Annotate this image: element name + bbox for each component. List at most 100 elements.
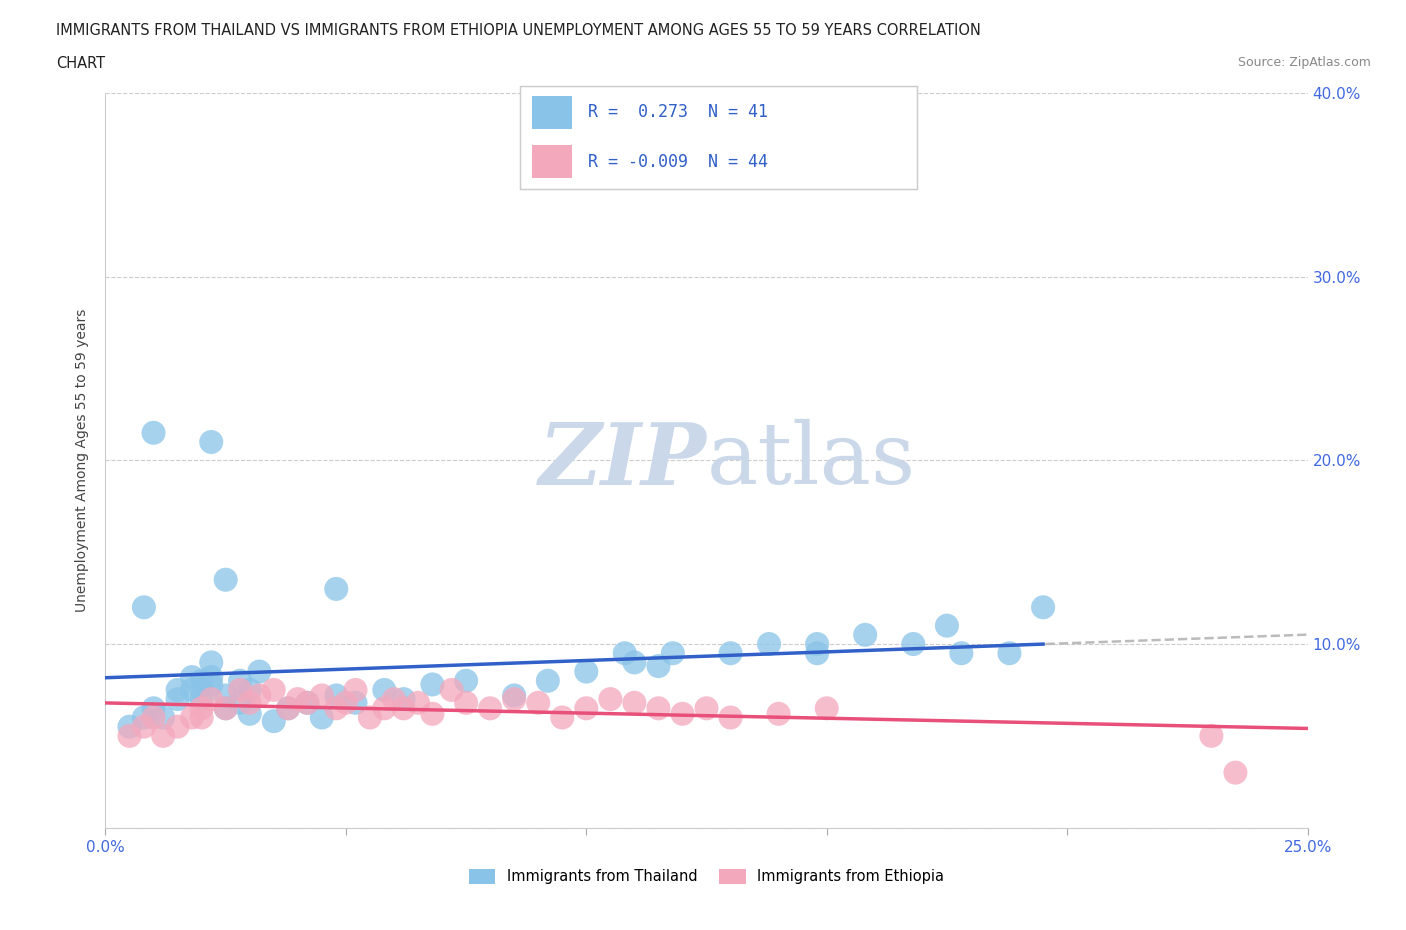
Point bbox=[200, 677, 222, 692]
Point bbox=[200, 670, 222, 684]
Point bbox=[190, 673, 212, 688]
Point bbox=[132, 600, 155, 615]
Point bbox=[229, 673, 252, 688]
Point bbox=[815, 701, 838, 716]
Point bbox=[263, 713, 285, 728]
Point bbox=[190, 701, 212, 716]
Point bbox=[239, 696, 262, 711]
Point bbox=[903, 637, 925, 652]
Point bbox=[325, 688, 347, 703]
Point bbox=[671, 707, 693, 722]
Point bbox=[758, 637, 780, 652]
Point bbox=[853, 628, 876, 643]
Point bbox=[998, 645, 1021, 660]
Point bbox=[479, 701, 502, 716]
Point bbox=[696, 701, 718, 716]
Point bbox=[325, 701, 347, 716]
Legend: Immigrants from Thailand, Immigrants from Ethiopia: Immigrants from Thailand, Immigrants fro… bbox=[463, 863, 950, 890]
Point bbox=[311, 688, 333, 703]
Point bbox=[359, 711, 381, 725]
Point bbox=[181, 670, 204, 684]
Point bbox=[720, 645, 742, 660]
Point bbox=[440, 683, 463, 698]
Point bbox=[152, 711, 174, 725]
Point bbox=[551, 711, 574, 725]
Point bbox=[200, 692, 222, 707]
Point bbox=[806, 645, 828, 660]
Text: ZIP: ZIP bbox=[538, 418, 707, 502]
Point bbox=[247, 664, 270, 679]
Point bbox=[239, 707, 262, 722]
Point bbox=[142, 711, 165, 725]
Point bbox=[247, 688, 270, 703]
Point bbox=[190, 692, 212, 707]
Point bbox=[422, 707, 444, 722]
Text: CHART: CHART bbox=[56, 56, 105, 71]
Point bbox=[936, 618, 959, 633]
Point bbox=[1225, 765, 1247, 780]
Text: atlas: atlas bbox=[707, 418, 915, 502]
Point bbox=[166, 683, 188, 698]
Point bbox=[118, 728, 141, 743]
Point bbox=[277, 701, 299, 716]
Point bbox=[768, 707, 790, 722]
Point bbox=[166, 692, 188, 707]
Point bbox=[166, 719, 188, 734]
Point bbox=[229, 683, 252, 698]
Y-axis label: Unemployment Among Ages 55 to 59 years: Unemployment Among Ages 55 to 59 years bbox=[76, 309, 90, 612]
Point bbox=[720, 711, 742, 725]
Point bbox=[311, 711, 333, 725]
Point bbox=[214, 572, 236, 587]
Point bbox=[132, 719, 155, 734]
Point bbox=[190, 683, 212, 698]
Point bbox=[950, 645, 973, 660]
Point bbox=[373, 683, 395, 698]
Point bbox=[454, 673, 477, 688]
Point bbox=[454, 696, 477, 711]
Point bbox=[335, 696, 357, 711]
Text: IMMIGRANTS FROM THAILAND VS IMMIGRANTS FROM ETHIOPIA UNEMPLOYMENT AMONG AGES 55 : IMMIGRANTS FROM THAILAND VS IMMIGRANTS F… bbox=[56, 23, 981, 38]
Text: Source: ZipAtlas.com: Source: ZipAtlas.com bbox=[1237, 56, 1371, 69]
Point bbox=[277, 701, 299, 716]
Point bbox=[392, 692, 415, 707]
Point bbox=[297, 696, 319, 711]
Point bbox=[181, 683, 204, 698]
Point bbox=[382, 692, 405, 707]
Point bbox=[623, 655, 645, 670]
Point bbox=[181, 711, 204, 725]
Point bbox=[152, 728, 174, 743]
Point bbox=[503, 688, 526, 703]
Point bbox=[503, 692, 526, 707]
Point bbox=[239, 683, 262, 698]
Point bbox=[214, 701, 236, 716]
Point bbox=[229, 696, 252, 711]
Point bbox=[599, 692, 621, 707]
Point bbox=[325, 581, 347, 596]
Point bbox=[406, 696, 429, 711]
Point bbox=[142, 425, 165, 440]
Point bbox=[575, 664, 598, 679]
Point bbox=[190, 711, 212, 725]
Point bbox=[344, 683, 367, 698]
Point bbox=[613, 645, 636, 660]
Point bbox=[263, 683, 285, 698]
Point bbox=[142, 701, 165, 716]
Point bbox=[806, 637, 828, 652]
Point bbox=[118, 719, 141, 734]
Point bbox=[575, 701, 598, 716]
Point bbox=[373, 701, 395, 716]
Point bbox=[1201, 728, 1223, 743]
Point bbox=[200, 434, 222, 449]
Point bbox=[662, 645, 685, 660]
Point bbox=[344, 696, 367, 711]
Point bbox=[132, 711, 155, 725]
Point bbox=[392, 701, 415, 716]
Point bbox=[214, 701, 236, 716]
Point bbox=[1032, 600, 1054, 615]
Point bbox=[527, 696, 550, 711]
Point bbox=[200, 655, 222, 670]
Point bbox=[623, 696, 645, 711]
Point bbox=[297, 696, 319, 711]
Point bbox=[214, 688, 236, 703]
Point bbox=[647, 701, 669, 716]
